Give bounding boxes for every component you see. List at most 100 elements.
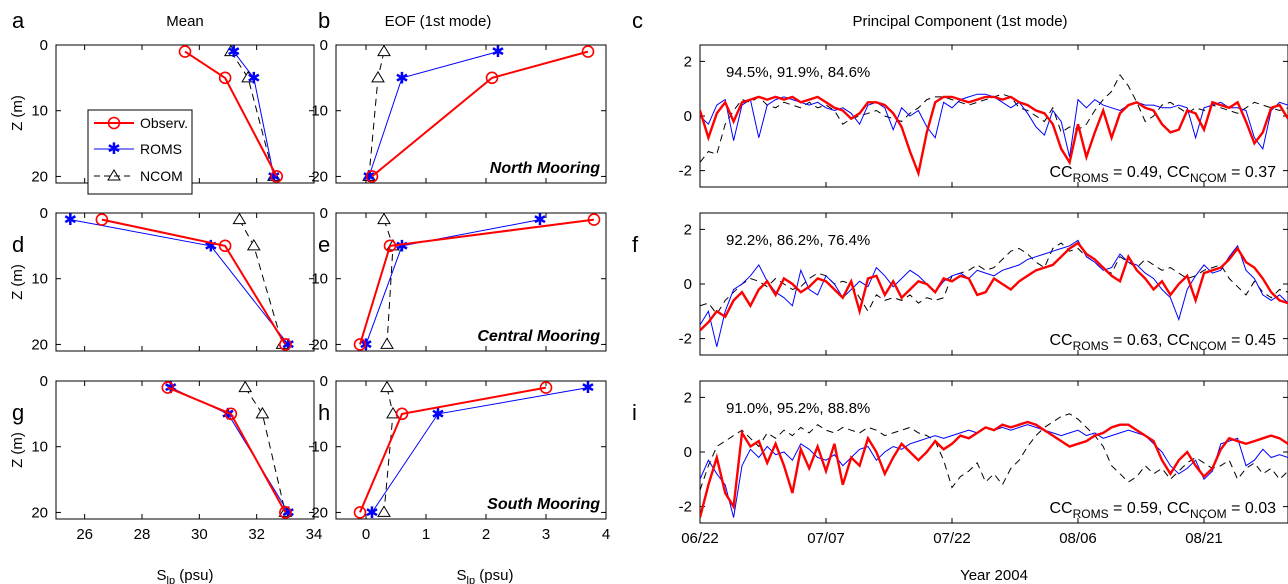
point-ncom-d xyxy=(232,212,247,225)
xtick-label-i: 07/07 xyxy=(807,530,845,547)
series-line-roms-e xyxy=(365,219,541,345)
point-ncom-d xyxy=(246,238,261,251)
xtick-label-h: 0 xyxy=(362,526,370,543)
xtick-label-h: 2 xyxy=(482,526,490,543)
ytick-label-g: 20 xyxy=(31,504,48,521)
xlabel-mean: Slp (psu) xyxy=(157,567,214,584)
point-roms-h: ✱ xyxy=(581,380,594,397)
ytick-label-d: 20 xyxy=(31,336,48,353)
panel-f: -2 0 2 92.2%, 86.2%, 76.4% CCROMS = 0.63, CC… xyxy=(679,212,1288,356)
xtick-label-g: 26 xyxy=(76,526,93,543)
series-line-ncom-c xyxy=(700,74,1288,163)
point-observ-d xyxy=(218,239,232,253)
series-line-observ-g xyxy=(167,386,287,513)
series-line-ncom-f xyxy=(700,242,1288,315)
xtick-label-g: 30 xyxy=(191,526,208,543)
mooring-label-b: North Mooring xyxy=(490,160,600,177)
ytick-label-d: 10 xyxy=(31,271,48,288)
point-roms-d: ✱ xyxy=(64,212,77,229)
ylabel-row-2: Z (m) xyxy=(9,264,26,300)
point-ncom-g xyxy=(238,380,253,393)
variance-text-f: 92.2%, 86.2%, 76.4% xyxy=(726,232,870,249)
axes-box-h xyxy=(335,380,607,520)
point-observ-b xyxy=(365,170,379,183)
series-line-roms-f xyxy=(700,239,1288,347)
ytick-label-e: 0 xyxy=(320,205,328,222)
series-line-observ-f xyxy=(700,241,1288,332)
series-line-ncom-b xyxy=(368,51,385,177)
ytick-label-i: 2 xyxy=(684,389,692,406)
ytick-label-e: 20 xyxy=(311,336,328,353)
point-ncom-g xyxy=(255,406,270,419)
point-roms-h: ✱ xyxy=(431,406,444,423)
panel-letter-b: b xyxy=(318,8,330,33)
ylabel-row-1: Z (m) xyxy=(9,95,26,131)
point-observ-h xyxy=(539,381,553,394)
series-line-observ-c xyxy=(700,95,1288,178)
legend-marker-ncom xyxy=(107,169,121,181)
series-line-ncom-d xyxy=(239,219,283,345)
legend: Observ. ✱ ROMS NCOM xyxy=(87,109,193,195)
series-line-ncom-i xyxy=(700,413,1288,491)
panel-letter-h: h xyxy=(318,400,330,425)
panel-letter-d: d xyxy=(12,232,24,257)
axes-box-g xyxy=(55,380,315,520)
point-observ-e xyxy=(353,338,367,351)
series-line-roms-a xyxy=(233,51,275,177)
panel-letter-a: a xyxy=(12,8,25,33)
point-ncom-a xyxy=(241,70,255,83)
axes-box-d xyxy=(55,212,315,352)
ytick-label-e: 10 xyxy=(311,271,328,288)
xtick-label-g: 32 xyxy=(248,526,265,543)
mooring-label-h: South Mooring xyxy=(487,496,600,513)
ylabel-row-3: Z (m) xyxy=(9,432,26,468)
series-line-ncom-a xyxy=(230,51,275,177)
point-observ-a xyxy=(270,170,284,183)
point-ncom-a xyxy=(223,44,238,57)
point-ncom-e xyxy=(377,212,391,225)
point-roms-b: ✱ xyxy=(395,70,408,87)
ytick-label-h: 0 xyxy=(320,373,328,390)
xtick-label-i: 08/21 xyxy=(1185,530,1223,547)
point-observ-b xyxy=(581,45,595,58)
xtick-label-g: 28 xyxy=(134,526,151,543)
point-ncom-e xyxy=(380,337,394,349)
ytick-label-d: 0 xyxy=(40,205,48,222)
series-line-ncom-g xyxy=(244,387,286,513)
point-observ-d xyxy=(279,338,292,351)
ytick-label-b: 10 xyxy=(311,103,328,120)
ytick-label-a: 0 xyxy=(40,37,48,54)
col-title-mean: Mean xyxy=(166,13,204,30)
svg-text:Z (m): Z (m) xyxy=(9,264,26,300)
ytick-label-a: 10 xyxy=(31,103,48,120)
panel-i: 06/22 07/07 07/22 08/06 08/21 -2 0 2 91.0%, 95.2… xyxy=(679,380,1288,547)
ytick-label-c: -2 xyxy=(679,163,692,180)
point-ncom-b xyxy=(377,44,391,57)
ytick-label-a: 20 xyxy=(31,168,48,185)
point-ncom-b xyxy=(371,70,385,83)
point-ncom-h xyxy=(377,505,391,517)
panel-h: 0 1 2 3 4 0 10 20 ✱ ✱ ✱ South Mooring xyxy=(311,373,610,543)
xlabel-time: Year 2004 xyxy=(960,567,1028,584)
mooring-label-e: Central Mooring xyxy=(477,328,600,345)
series-line-observ-e xyxy=(359,218,595,345)
cc-text-i: CCROMS = 0.59, CCNCOM = 0.03 xyxy=(1049,500,1276,521)
point-observ-d xyxy=(95,213,109,226)
panel-letter-e: e xyxy=(318,232,330,257)
ytick-label-h: 20 xyxy=(311,504,328,521)
legend-label-roms: ROMS xyxy=(140,141,182,157)
panel-letter-c: c xyxy=(632,8,643,33)
ytick-label-b: 20 xyxy=(311,168,328,185)
variance-text-c: 94.5%, 91.9%, 84.6% xyxy=(726,64,870,81)
series-line-observ-h xyxy=(359,386,547,513)
point-roms-e: ✱ xyxy=(533,212,546,229)
point-observ-b xyxy=(485,71,499,85)
series-line-observ-d xyxy=(101,218,287,345)
col-title-pc: Principal Component (1st mode) xyxy=(852,13,1067,30)
point-observ-e xyxy=(383,239,397,253)
point-observ-a xyxy=(178,45,192,58)
panel-letter-g: g xyxy=(12,400,24,425)
ytick-label-f: -2 xyxy=(679,331,692,348)
